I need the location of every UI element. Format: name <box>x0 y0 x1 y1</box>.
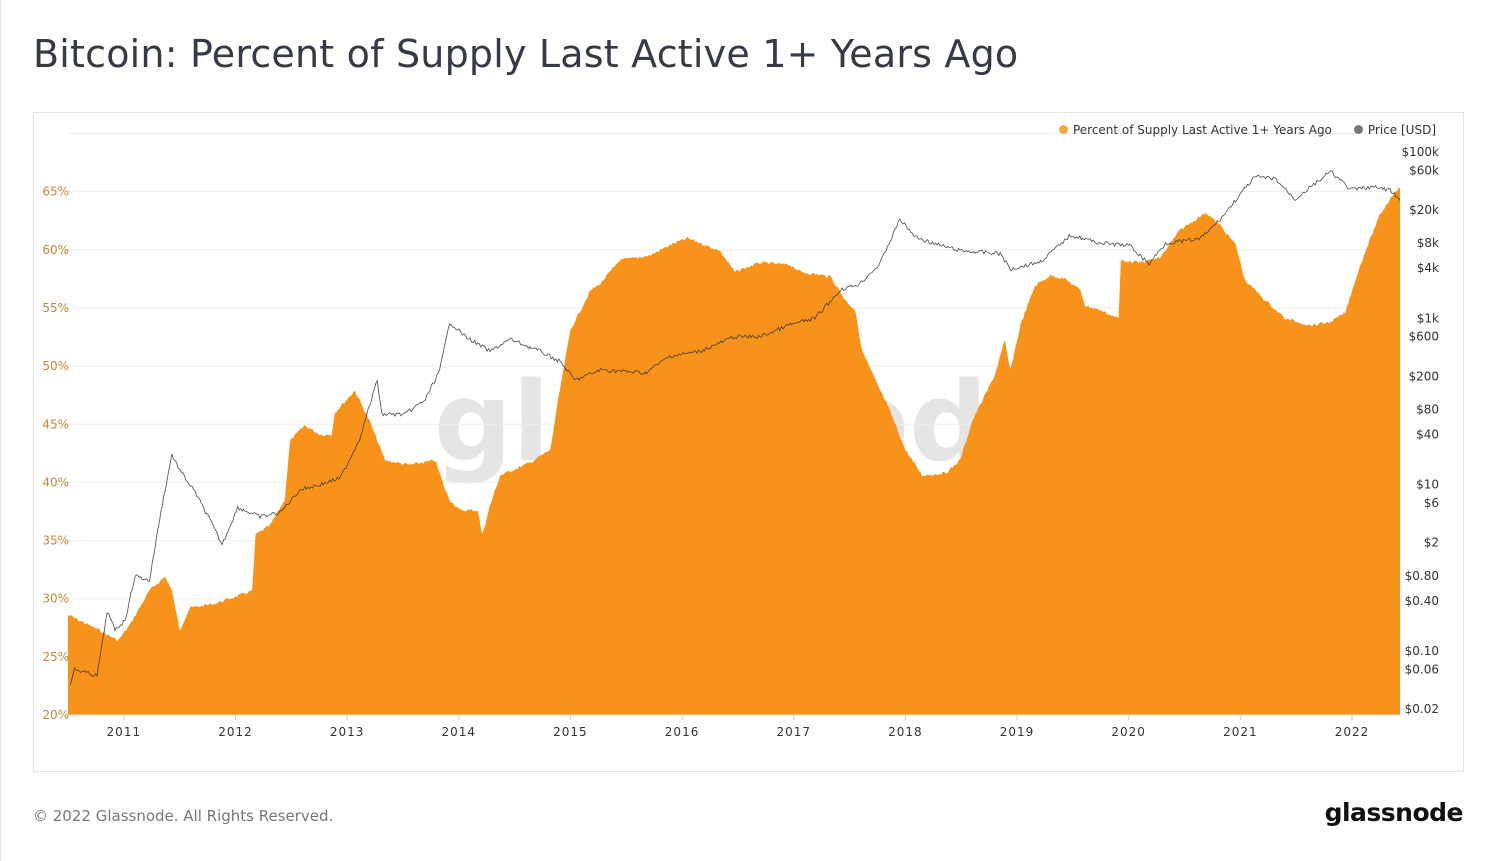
x-axis-tick-label: 2019 <box>1000 725 1035 739</box>
x-axis-tick-label: 2015 <box>553 725 588 739</box>
x-axis-tick-label: 2021 <box>1223 725 1258 739</box>
left-axis-tick-label: 35% <box>42 534 69 548</box>
right-axis-tick-label: $0.02 <box>1405 702 1439 716</box>
x-axis-tick-label: 2020 <box>1111 725 1146 739</box>
price-line <box>69 170 1401 686</box>
legend-item-price[interactable]: Price [USD] <box>1353 123 1436 137</box>
x-axis-tick-label: 2014 <box>442 725 477 739</box>
x-axis-tick-label: 2018 <box>888 725 923 739</box>
x-axis-tick-label: 2011 <box>107 725 142 739</box>
right-axis-tick-label: $0.06 <box>1405 662 1439 676</box>
left-axis-tick-label: 20% <box>42 708 69 722</box>
x-axis-tick-label: 2017 <box>776 725 811 739</box>
left-axis-tick-label: 25% <box>42 650 69 664</box>
left-axis-tick-label: 30% <box>42 592 69 606</box>
page-edge <box>0 0 1 861</box>
chart-frame <box>33 112 1464 772</box>
right-axis-tick-label: $80 <box>1416 402 1439 416</box>
left-axis-tick-label: 45% <box>42 417 69 431</box>
legend-dot-icon <box>1058 125 1068 134</box>
legend-label: Percent of Supply Last Active 1+ Years A… <box>1072 123 1332 137</box>
right-axis-tick-label: $0.40 <box>1405 594 1439 608</box>
glassnode-logo[interactable]: glassnode <box>1324 798 1464 827</box>
legend-item-supply[interactable]: Percent of Supply Last Active 1+ Years A… <box>1058 123 1332 137</box>
right-axis-tick-label: $2 <box>1424 536 1439 550</box>
x-axis-tick-label: 2022 <box>1335 725 1370 739</box>
left-axis-tick-label: 40% <box>42 475 69 489</box>
right-axis-tick-label: $100k <box>1402 145 1440 159</box>
right-axis-tick-label: $4k <box>1417 261 1439 275</box>
x-axis-tick-label: 2016 <box>665 725 700 739</box>
x-axis-tick-label: 2012 <box>218 725 253 739</box>
right-axis-tick-label: $6 <box>1424 496 1439 510</box>
left-axis-tick-label: 50% <box>42 359 69 373</box>
legend-dot-icon <box>1353 125 1363 134</box>
right-axis-tick-label: $0.10 <box>1405 644 1439 658</box>
legend-label: Price [USD] <box>1367 123 1436 137</box>
page-title: Bitcoin: Percent of Supply Last Active 1… <box>33 32 1019 76</box>
right-axis-tick-label: $200 <box>1408 369 1439 383</box>
right-axis-tick-label: $8k <box>1417 236 1439 250</box>
right-axis-tick-label: $0.80 <box>1405 569 1439 583</box>
right-axis-tick-label: $1k <box>1417 311 1439 325</box>
supply-area <box>68 187 1400 715</box>
left-axis-tick-label: 65% <box>42 185 69 199</box>
right-axis-tick-label: $20k <box>1409 203 1439 217</box>
left-axis-tick-label: 55% <box>42 301 69 315</box>
right-axis-tick-label: $10 <box>1416 478 1439 492</box>
right-axis-tick-label: $60k <box>1409 163 1439 177</box>
x-axis-tick-label: 2013 <box>330 725 365 739</box>
right-axis-tick-label: $600 <box>1408 330 1439 344</box>
left-axis-tick-label: 60% <box>42 243 69 257</box>
copyright: © 2022 Glassnode. All Rights Reserved. <box>33 807 334 825</box>
right-axis-tick-label: $40 <box>1416 428 1439 442</box>
legend: Percent of Supply Last Active 1+ Years A… <box>1058 123 1436 137</box>
